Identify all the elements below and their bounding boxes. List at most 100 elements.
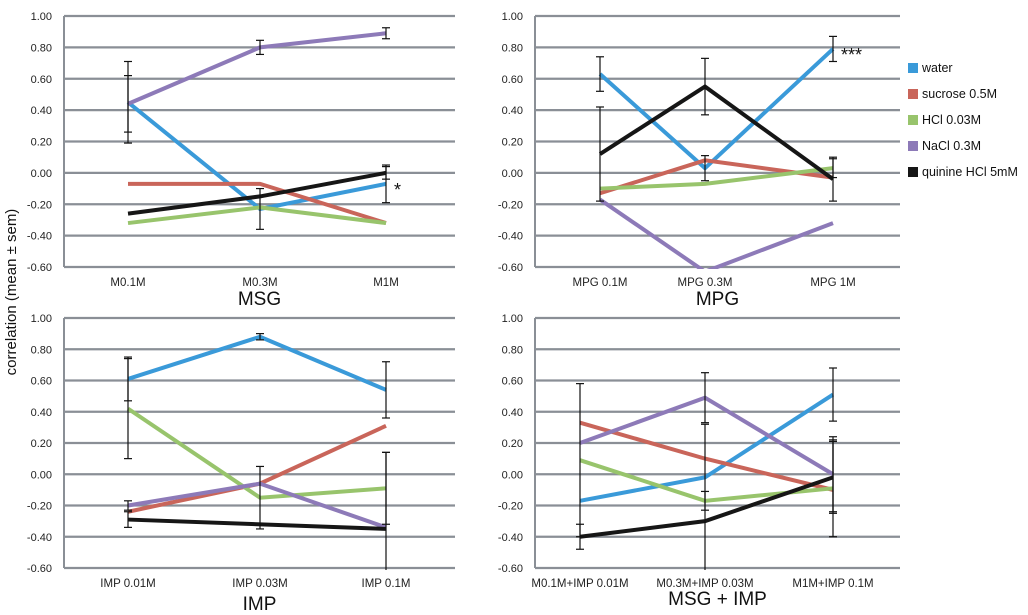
error-bar <box>701 423 709 570</box>
legend-item: sucrose 0.5M <box>908 87 997 101</box>
x-tick-label: MPG 1M <box>810 277 855 289</box>
error-bar <box>382 361 390 419</box>
y-tick-label: 1.00 <box>31 313 52 325</box>
y-tick-label: 0.60 <box>502 74 523 86</box>
x-tick-label: M0.1M <box>110 277 145 289</box>
series-line-quinine <box>598 84 835 181</box>
series-line-nacl <box>127 31 387 106</box>
x-tick-label: IMP 0.1M <box>362 578 411 590</box>
series-line-water <box>127 334 387 392</box>
error-bar <box>256 39 264 56</box>
y-tick-label: -0.20 <box>27 199 52 211</box>
y-tick-label: 0.20 <box>31 438 52 450</box>
y-tick-label: 0.00 <box>31 469 52 481</box>
legend-swatch <box>908 141 918 151</box>
y-tick-label: -0.40 <box>498 231 523 243</box>
series-line-sucrose <box>579 420 834 492</box>
legend-item: NaCl 0.3M <box>908 139 981 153</box>
legend: water sucrose 0.5M HCl 0.03M NaCl 0.3M quini… <box>908 61 1018 179</box>
legend-item: water <box>908 61 953 75</box>
error-bar <box>124 358 132 460</box>
error-bar <box>576 523 584 550</box>
y-tick-label: 0.60 <box>31 376 52 388</box>
legend-item: HCl 0.03M <box>908 113 981 127</box>
error-bar <box>382 27 390 40</box>
panel-4: 1.00 0.80 0.60 0.40 0.20 0.00 -0.20 -0.40 -0.60 M… <box>498 313 900 610</box>
panel-title: MPG <box>696 289 739 310</box>
series-line-quinine <box>127 517 387 531</box>
series-line-water <box>598 47 835 171</box>
error-bar <box>701 57 709 116</box>
error-bar <box>256 465 264 530</box>
error-bar <box>382 451 390 570</box>
panels: 1.00 0.80 0.60 0.40 0.20 0.00 -0.20 -0.40 -0.60 M… <box>27 11 900 615</box>
y-tick-label: 1.00 <box>31 11 52 23</box>
x-tick-label: IMP 0.03M <box>232 578 287 590</box>
error-bar <box>829 367 837 422</box>
error-bar <box>124 75 132 133</box>
error-bar <box>829 156 837 202</box>
error-bar <box>124 500 132 511</box>
y-tick-label: -0.20 <box>498 199 523 211</box>
panel-3: 1.00 0.80 0.60 0.40 0.20 0.00 -0.20 -0.40 -0.60 I… <box>27 313 455 615</box>
error-bar <box>701 155 709 182</box>
error-bar <box>829 35 837 63</box>
y-tick-label: 0.20 <box>502 438 523 450</box>
y-tick-label: 1.00 <box>502 313 523 325</box>
panel-2: 1.00 0.80 0.60 0.40 0.20 0.00 -0.20 -0.40 -0.60 M… <box>498 11 900 310</box>
y-tick-label: 0.40 <box>502 105 523 117</box>
plot-area <box>124 333 390 570</box>
y-tick-label: 0.00 <box>31 168 52 180</box>
y-axis-label: correlation (mean ± sem) <box>3 209 20 376</box>
series-line-quinine <box>579 475 834 539</box>
legend-swatch <box>908 89 918 99</box>
panel-1: 1.00 0.80 0.60 0.40 0.20 0.00 -0.20 -0.40 -0.60 M… <box>27 11 455 310</box>
panel-title: MSG + IMP <box>668 589 767 610</box>
error-bar <box>701 372 709 424</box>
series-line-sucrose <box>128 181 387 225</box>
legend-item: quinine HCl 5mM <box>908 165 1018 179</box>
plot-area <box>124 27 390 230</box>
y-tick-label: 0.80 <box>31 344 52 356</box>
y-tick-label: -0.20 <box>27 501 52 513</box>
error-bar <box>596 56 604 92</box>
x-tick-label: IMP 0.01M <box>100 578 155 590</box>
y-tick-label: 1.00 <box>502 11 523 23</box>
y-tick-label: 0.60 <box>31 74 52 86</box>
panel-title: IMP <box>243 594 277 615</box>
y-tick-label: 0.60 <box>502 376 523 388</box>
error-bar <box>596 106 604 202</box>
legend-label: NaCl 0.3M <box>922 139 981 153</box>
y-tick-label: 0.00 <box>502 168 523 180</box>
x-tick-label: M0.1M+IMP 0.01M <box>531 578 628 590</box>
series-line-water <box>126 100 387 212</box>
x-tick-label: MPG 0.3M <box>678 277 733 289</box>
legend-swatch <box>908 167 918 177</box>
plot-area <box>596 35 837 269</box>
error-bar <box>256 333 264 341</box>
panel-title: MSG <box>238 289 281 310</box>
y-tick-label: 0.20 <box>502 137 523 149</box>
x-tick-label: M0.3M <box>242 277 277 289</box>
y-tick-label: 0.20 <box>31 137 52 149</box>
series-line-nacl <box>579 395 835 476</box>
error-bar <box>124 511 132 528</box>
legend-label: water <box>921 61 953 75</box>
y-tick-label: 0.40 <box>502 407 523 419</box>
x-tick-label: M1M <box>373 277 399 289</box>
y-tick-label: -0.20 <box>498 501 523 513</box>
plot-area <box>576 367 837 570</box>
error-bar <box>829 440 837 514</box>
series-line-hcl <box>599 166 834 191</box>
x-tick-label: M1M+IMP 0.1M <box>792 578 873 590</box>
significance-marker: *** <box>841 45 862 65</box>
series-line-water <box>579 392 835 503</box>
error-bar <box>382 166 390 180</box>
legend-label: quinine HCl 5mM <box>922 165 1018 179</box>
legend-label: sucrose 0.5M <box>922 87 997 101</box>
y-tick-label: -0.40 <box>27 231 52 243</box>
significance-marker: * <box>394 180 401 200</box>
legend-swatch <box>908 63 918 73</box>
y-tick-label: 0.80 <box>31 42 52 54</box>
